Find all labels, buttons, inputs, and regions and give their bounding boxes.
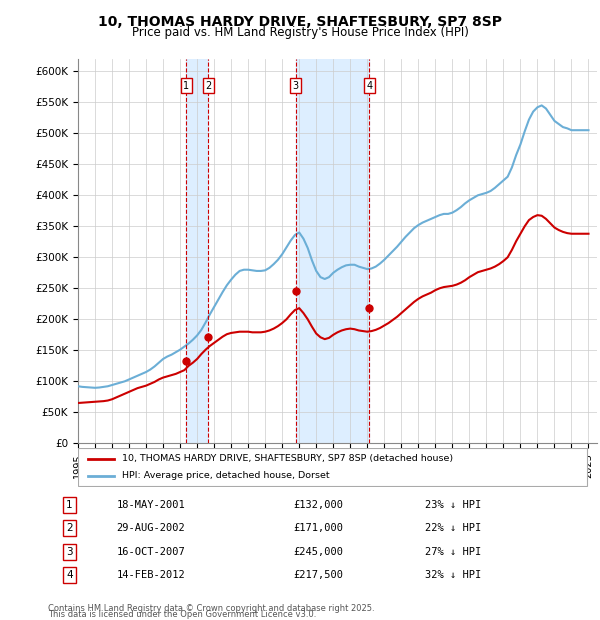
Text: 10, THOMAS HARDY DRIVE, SHAFTESBURY, SP7 8SP: 10, THOMAS HARDY DRIVE, SHAFTESBURY, SP7… xyxy=(98,16,502,30)
Text: 4: 4 xyxy=(366,81,373,91)
Text: 4: 4 xyxy=(66,570,73,580)
FancyBboxPatch shape xyxy=(78,448,587,486)
Text: £132,000: £132,000 xyxy=(293,500,343,510)
Text: Price paid vs. HM Land Registry's House Price Index (HPI): Price paid vs. HM Land Registry's House … xyxy=(131,26,469,39)
Text: This data is licensed under the Open Government Licence v3.0.: This data is licensed under the Open Gov… xyxy=(48,609,316,619)
Text: 3: 3 xyxy=(293,81,299,91)
Text: Contains HM Land Registry data © Crown copyright and database right 2025.: Contains HM Land Registry data © Crown c… xyxy=(48,603,374,613)
Text: £245,000: £245,000 xyxy=(293,547,343,557)
Text: 10, THOMAS HARDY DRIVE, SHAFTESBURY, SP7 8SP (detached house): 10, THOMAS HARDY DRIVE, SHAFTESBURY, SP7… xyxy=(122,454,453,463)
Text: 2: 2 xyxy=(66,523,73,533)
Text: 2: 2 xyxy=(205,81,211,91)
Text: 29-AUG-2002: 29-AUG-2002 xyxy=(116,523,185,533)
Text: 14-FEB-2012: 14-FEB-2012 xyxy=(116,570,185,580)
Text: £171,000: £171,000 xyxy=(293,523,343,533)
Bar xyxy=(187,59,208,443)
Text: 23% ↓ HPI: 23% ↓ HPI xyxy=(425,500,481,510)
Text: 16-OCT-2007: 16-OCT-2007 xyxy=(116,547,185,557)
Text: £217,500: £217,500 xyxy=(293,570,343,580)
Text: HPI: Average price, detached house, Dorset: HPI: Average price, detached house, Dors… xyxy=(122,471,330,480)
Text: 18-MAY-2001: 18-MAY-2001 xyxy=(116,500,185,510)
Bar xyxy=(296,59,370,443)
Text: 3: 3 xyxy=(66,547,73,557)
Text: 1: 1 xyxy=(184,81,190,91)
Text: 32% ↓ HPI: 32% ↓ HPI xyxy=(425,570,481,580)
Text: 27% ↓ HPI: 27% ↓ HPI xyxy=(425,547,481,557)
Text: 22% ↓ HPI: 22% ↓ HPI xyxy=(425,523,481,533)
Text: 1: 1 xyxy=(66,500,73,510)
